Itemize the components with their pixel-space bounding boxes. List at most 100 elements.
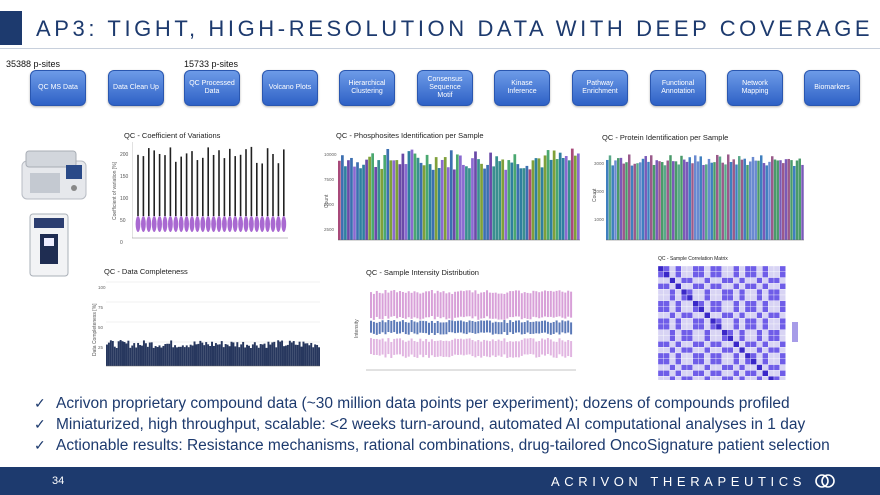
correlation-cell xyxy=(715,329,722,336)
intensity-box-bottom xyxy=(433,341,436,358)
protein-bar xyxy=(798,158,801,240)
phospho-bar xyxy=(374,167,378,240)
correlation-cell xyxy=(692,347,699,354)
intensity-box-top xyxy=(500,293,503,320)
correlation-cell xyxy=(715,306,722,313)
completeness-bar xyxy=(216,344,219,366)
violin-body xyxy=(173,216,179,232)
qc-protein-bar-chart xyxy=(606,154,804,241)
phospho-bar xyxy=(549,159,553,240)
intensity-box-bottom xyxy=(451,339,454,356)
pipeline-step-pathway-enrichment: Pathway Enrichment xyxy=(572,70,628,106)
correlation-cell xyxy=(779,335,786,342)
correlation-cell xyxy=(663,266,670,272)
completeness-bar xyxy=(222,347,225,366)
protein-bar xyxy=(779,160,782,240)
protein-bar xyxy=(765,165,768,240)
intensity-box-mid xyxy=(401,320,404,333)
intensity-box-top xyxy=(538,292,541,319)
correlation-cell xyxy=(681,370,688,377)
correlation-cell xyxy=(727,352,734,359)
checkmark-icon: ✓ xyxy=(34,416,46,432)
correlation-cell xyxy=(663,283,670,290)
completeness-bar xyxy=(109,340,112,366)
intensity-box-bottom xyxy=(457,338,459,355)
correlation-cell xyxy=(756,370,763,377)
correlation-cell xyxy=(669,364,676,371)
correlation-cell xyxy=(744,312,751,319)
intensity-box-bottom xyxy=(419,338,422,355)
correlation-cell xyxy=(669,335,676,342)
intensity-box-bottom xyxy=(384,341,387,358)
correlation-cell xyxy=(686,271,693,278)
phospho-bar xyxy=(483,168,486,240)
intensity-box-bottom xyxy=(509,341,512,358)
correlation-cell xyxy=(686,318,693,325)
phospho-bar xyxy=(338,160,341,240)
phospho-bar xyxy=(498,161,502,240)
title-accent-bar xyxy=(0,11,22,45)
violin-body xyxy=(243,216,249,232)
correlation-cell xyxy=(658,376,664,380)
completeness-bar xyxy=(263,343,266,366)
correlation-cell xyxy=(681,318,688,325)
violin-whisker xyxy=(266,148,269,216)
correlation-cell xyxy=(663,271,670,278)
pipeline-step-functional-annotation: Functional Annotation xyxy=(650,70,706,106)
intensity-box-bottom xyxy=(520,339,523,356)
completeness-bar xyxy=(232,342,235,366)
intensity-box-mid xyxy=(567,320,570,333)
qc-completeness-ytick: 25 xyxy=(98,345,104,350)
correlation-cell xyxy=(715,323,722,330)
intensity-box-bottom xyxy=(567,340,570,357)
completeness-bar xyxy=(312,347,315,366)
intensity-box-top xyxy=(532,290,535,317)
correlation-cell xyxy=(658,364,664,371)
completeness-bar xyxy=(294,344,297,366)
intensity-box-bottom xyxy=(462,339,465,356)
correlation-cell xyxy=(750,323,757,330)
intensity-box-top xyxy=(506,292,509,319)
protein-bar xyxy=(672,161,675,240)
correlation-cell xyxy=(721,341,728,348)
protein-bar xyxy=(608,155,612,240)
completeness-bar xyxy=(316,344,319,366)
correlation-cell xyxy=(727,277,734,284)
intensity-box-top xyxy=(462,291,465,318)
violin-whisker xyxy=(175,161,177,216)
correlation-cell xyxy=(675,289,682,296)
correlation-cell xyxy=(704,283,711,290)
qc-completeness-title: QC - Data Completeness xyxy=(104,267,188,276)
correlation-cell xyxy=(727,266,734,272)
completeness-bar xyxy=(251,344,254,366)
correlation-cell xyxy=(727,289,734,296)
intensity-box-top xyxy=(529,293,532,320)
phospho-bar xyxy=(465,166,468,240)
pipeline-step-data-clean-up: Data Clean Up xyxy=(108,70,164,106)
correlation-cell xyxy=(686,358,693,365)
correlation-cell xyxy=(779,318,786,325)
correlation-cell xyxy=(692,352,699,359)
correlation-cell xyxy=(681,300,688,307)
correlation-cell xyxy=(773,306,780,313)
intensity-box-top xyxy=(390,290,393,317)
correlation-cell xyxy=(762,312,769,319)
protein-bar xyxy=(625,162,628,240)
intensity-box-top xyxy=(387,292,390,319)
intensity-box-top xyxy=(474,290,477,317)
qc-phospho-bar-chart xyxy=(338,148,580,241)
correlation-cell xyxy=(750,283,757,290)
intensity-box-mid xyxy=(535,321,538,334)
intensity-box-mid xyxy=(459,320,462,333)
correlation-cell xyxy=(739,283,746,290)
protein-bar xyxy=(694,155,697,240)
phospho-bar xyxy=(359,168,362,240)
correlation-cell xyxy=(733,364,740,371)
title-divider xyxy=(0,48,880,49)
correlation-cell xyxy=(658,370,664,377)
correlation-cell xyxy=(768,294,775,301)
correlation-cell xyxy=(669,347,676,354)
intensity-box-mid xyxy=(390,320,393,333)
intensity-box-mid xyxy=(393,320,396,333)
protein-bar xyxy=(746,164,749,240)
